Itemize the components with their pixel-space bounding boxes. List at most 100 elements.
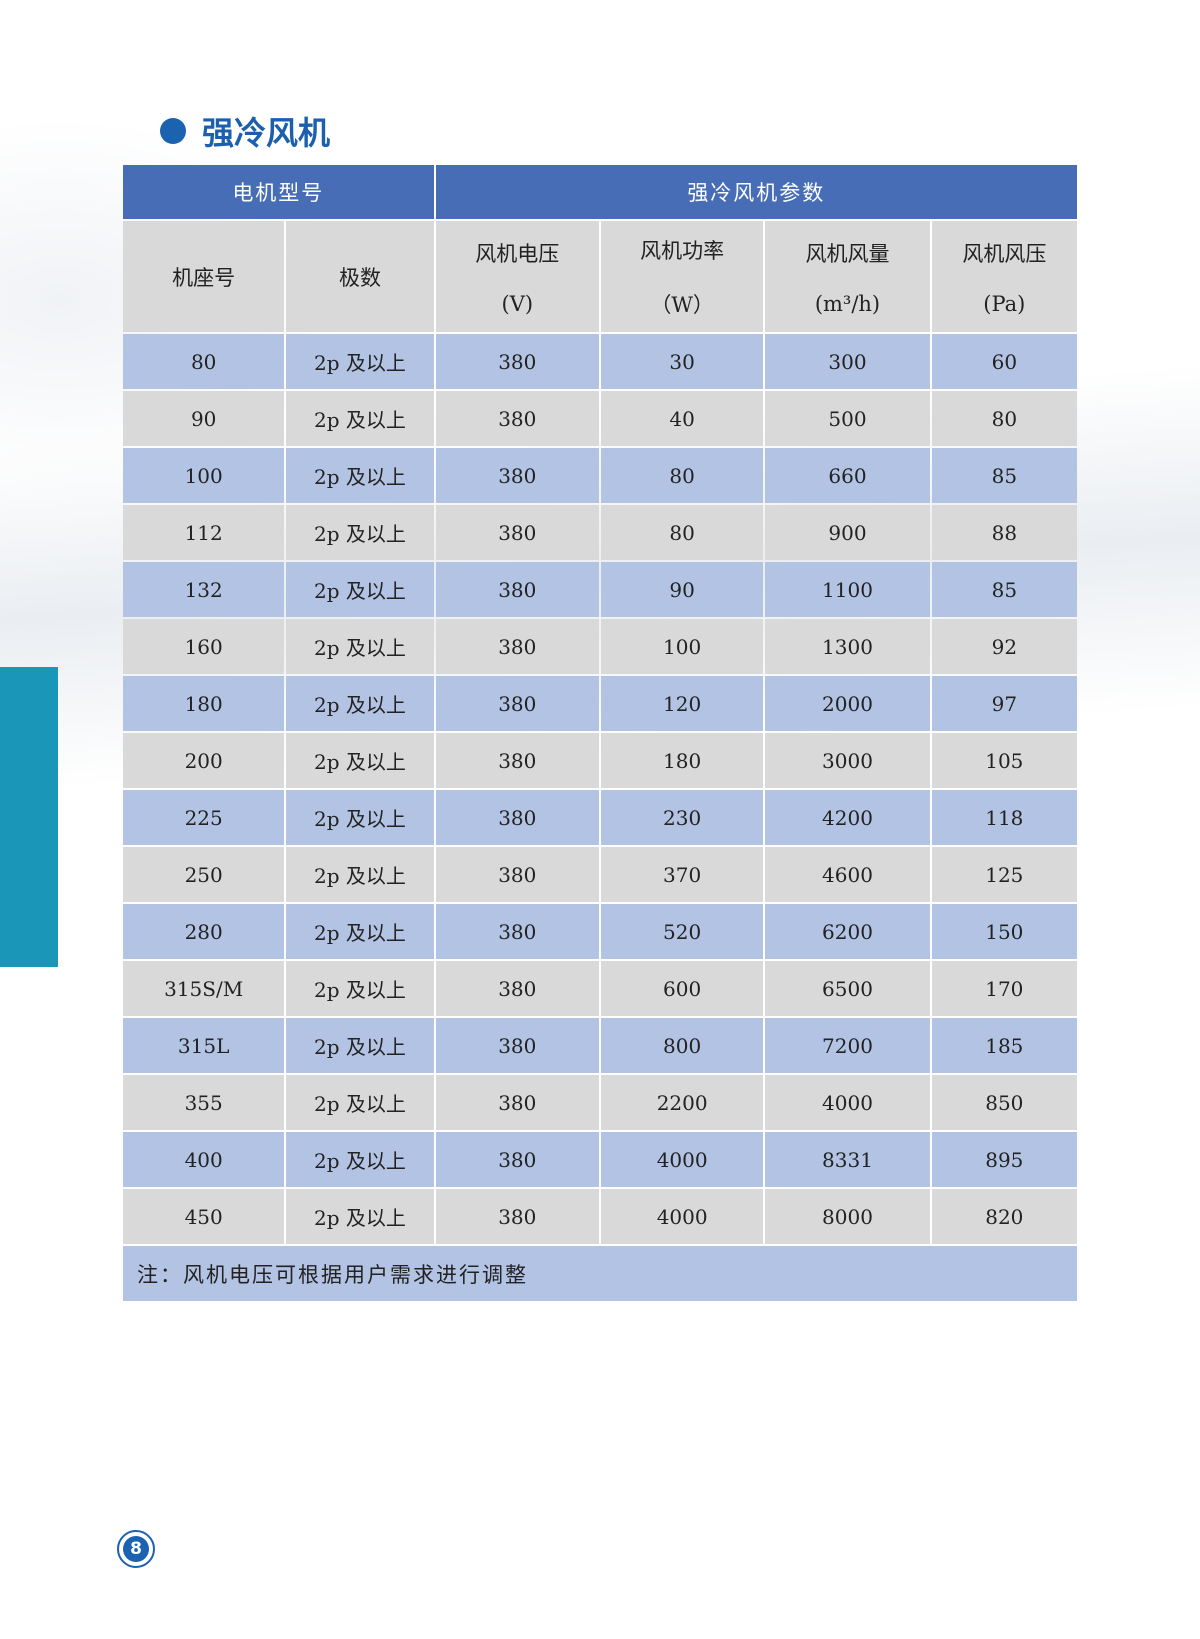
column-header-unit: (m³/h) — [814, 291, 881, 316]
column-header-unit: (V) — [501, 291, 534, 316]
table-cell: 1100 — [765, 562, 930, 617]
table-cell: 4200 — [765, 790, 930, 845]
table-cell: 380 — [435, 733, 599, 788]
table-cell: 6500 — [765, 961, 930, 1016]
table-cell: 380 — [435, 1075, 599, 1130]
table-cell: 60 — [931, 334, 1077, 389]
table-cell: 100 — [123, 448, 285, 503]
table-cell: 380 — [435, 847, 599, 902]
table-cell: 2p 及以上 — [286, 790, 434, 845]
table-row: 80 2p 及以上 380 30 300 60 — [123, 334, 1077, 389]
table-cell: 2200 — [600, 1075, 764, 1130]
table-cell: 380 — [435, 790, 599, 845]
table-cell: 6200 — [765, 904, 930, 959]
table-cell: 105 — [931, 733, 1077, 788]
table-cell: 2p 及以上 — [286, 1018, 434, 1073]
table-cell: 250 — [123, 847, 285, 902]
table-cell: 2p 及以上 — [286, 391, 434, 446]
table-cell: 2p 及以上 — [286, 676, 434, 731]
table-row: 315L 2p 及以上 380 800 7200 185 — [123, 1018, 1077, 1073]
table-cell: 500 — [765, 391, 930, 446]
fan-spec-table: 电机型号 强冷风机参数 机座号 极数 风机电压 (V) 风机功率 （W） 风机风量 (m³/h… — [121, 163, 1079, 1303]
section-title-text: 强冷风机 — [202, 114, 331, 152]
table-cell: 88 — [931, 505, 1077, 560]
table-cell: 100 — [600, 619, 764, 674]
table-cell: 200 — [123, 733, 285, 788]
table-row: 132 2p 及以上 380 90 1100 85 — [123, 562, 1077, 617]
group-header-fan-params: 强冷风机参数 — [435, 165, 1077, 219]
table-cell: 80 — [600, 448, 764, 503]
table-cell: 120 — [600, 676, 764, 731]
table-cell: 2p 及以上 — [286, 733, 434, 788]
table-cell: 355 — [123, 1075, 285, 1130]
table-cell: 8331 — [765, 1132, 930, 1187]
group-header-row: 电机型号 强冷风机参数 — [123, 165, 1077, 219]
table-cell: 315L — [123, 1018, 285, 1073]
table-cell: 450 — [123, 1189, 285, 1244]
table-cell: 118 — [931, 790, 1077, 845]
table-cell: 380 — [435, 448, 599, 503]
table-cell: 300 — [765, 334, 930, 389]
table-cell: 380 — [435, 1132, 599, 1187]
table-cell: 112 — [123, 505, 285, 560]
table-cell: 850 — [931, 1075, 1077, 1130]
table-cell: 370 — [600, 847, 764, 902]
page-number-badge: 8 — [117, 1530, 155, 1568]
table-row: 225 2p 及以上 380 230 4200 118 — [123, 790, 1077, 845]
column-header-label: 风机风压 — [962, 241, 1047, 266]
table-cell: 600 — [600, 961, 764, 1016]
table-row: 90 2p 及以上 380 40 500 80 — [123, 391, 1077, 446]
table-cell: 2p 及以上 — [286, 562, 434, 617]
table-cell: 4600 — [765, 847, 930, 902]
table-cell: 180 — [600, 733, 764, 788]
table-cell: 315S/M — [123, 961, 285, 1016]
table-row: 200 2p 及以上 380 180 3000 105 — [123, 733, 1077, 788]
table-cell: 380 — [435, 505, 599, 560]
table-cell: 90 — [600, 562, 764, 617]
table-row: 315S/M 2p 及以上 380 600 6500 170 — [123, 961, 1077, 1016]
table-cell: 660 — [765, 448, 930, 503]
table-row: 160 2p 及以上 380 100 1300 92 — [123, 619, 1077, 674]
column-header-unit: (Pa) — [983, 291, 1026, 316]
table-row: 280 2p 及以上 380 520 6200 150 — [123, 904, 1077, 959]
table-cell: 40 — [600, 391, 764, 446]
table-note: 注：风机电压可根据用户需求进行调整 — [123, 1246, 1077, 1301]
table-cell: 380 — [435, 1018, 599, 1073]
table-cell: 85 — [931, 562, 1077, 617]
table-cell: 820 — [931, 1189, 1077, 1244]
table-cell: 2p 及以上 — [286, 904, 434, 959]
table-cell: 4000 — [600, 1189, 764, 1244]
column-header: 风机功率 （W） — [600, 221, 764, 332]
table-cell: 7200 — [765, 1018, 930, 1073]
table-cell: 2000 — [765, 676, 930, 731]
column-header: 风机电压 (V) — [435, 221, 599, 332]
column-header-unit: （W） — [650, 292, 714, 317]
table-cell: 90 — [123, 391, 285, 446]
table-cell: 97 — [931, 676, 1077, 731]
table-cell: 180 — [123, 676, 285, 731]
table-row: 400 2p 及以上 380 4000 8331 895 — [123, 1132, 1077, 1187]
column-header: 极数 — [286, 221, 434, 332]
column-header-label: 极数 — [338, 265, 381, 290]
column-header-label: 机座号 — [172, 265, 236, 290]
table-cell: 2p 及以上 — [286, 1189, 434, 1244]
table-cell: 225 — [123, 790, 285, 845]
table-row: 250 2p 及以上 380 370 4600 125 — [123, 847, 1077, 902]
column-header-label: 风机风量 — [805, 241, 890, 266]
column-header-row: 机座号 极数 风机电压 (V) 风机功率 （W） 风机风量 (m³/h) 风机风压 (Pa) — [123, 221, 1077, 332]
table-row: 180 2p 及以上 380 120 2000 97 — [123, 676, 1077, 731]
table-cell: 132 — [123, 562, 285, 617]
table-cell: 2p 及以上 — [286, 505, 434, 560]
table-cell: 2p 及以上 — [286, 1075, 434, 1130]
table-cell: 2p 及以上 — [286, 847, 434, 902]
table-cell: 2p 及以上 — [286, 619, 434, 674]
table-cell: 4000 — [765, 1075, 930, 1130]
table-cell: 125 — [931, 847, 1077, 902]
bullet-icon — [160, 118, 186, 144]
table-cell: 900 — [765, 505, 930, 560]
table-cell: 380 — [435, 619, 599, 674]
table-cell: 2p 及以上 — [286, 334, 434, 389]
table-row: 450 2p 及以上 380 4000 8000 820 — [123, 1189, 1077, 1244]
table-cell: 380 — [435, 676, 599, 731]
table-cell: 4000 — [600, 1132, 764, 1187]
